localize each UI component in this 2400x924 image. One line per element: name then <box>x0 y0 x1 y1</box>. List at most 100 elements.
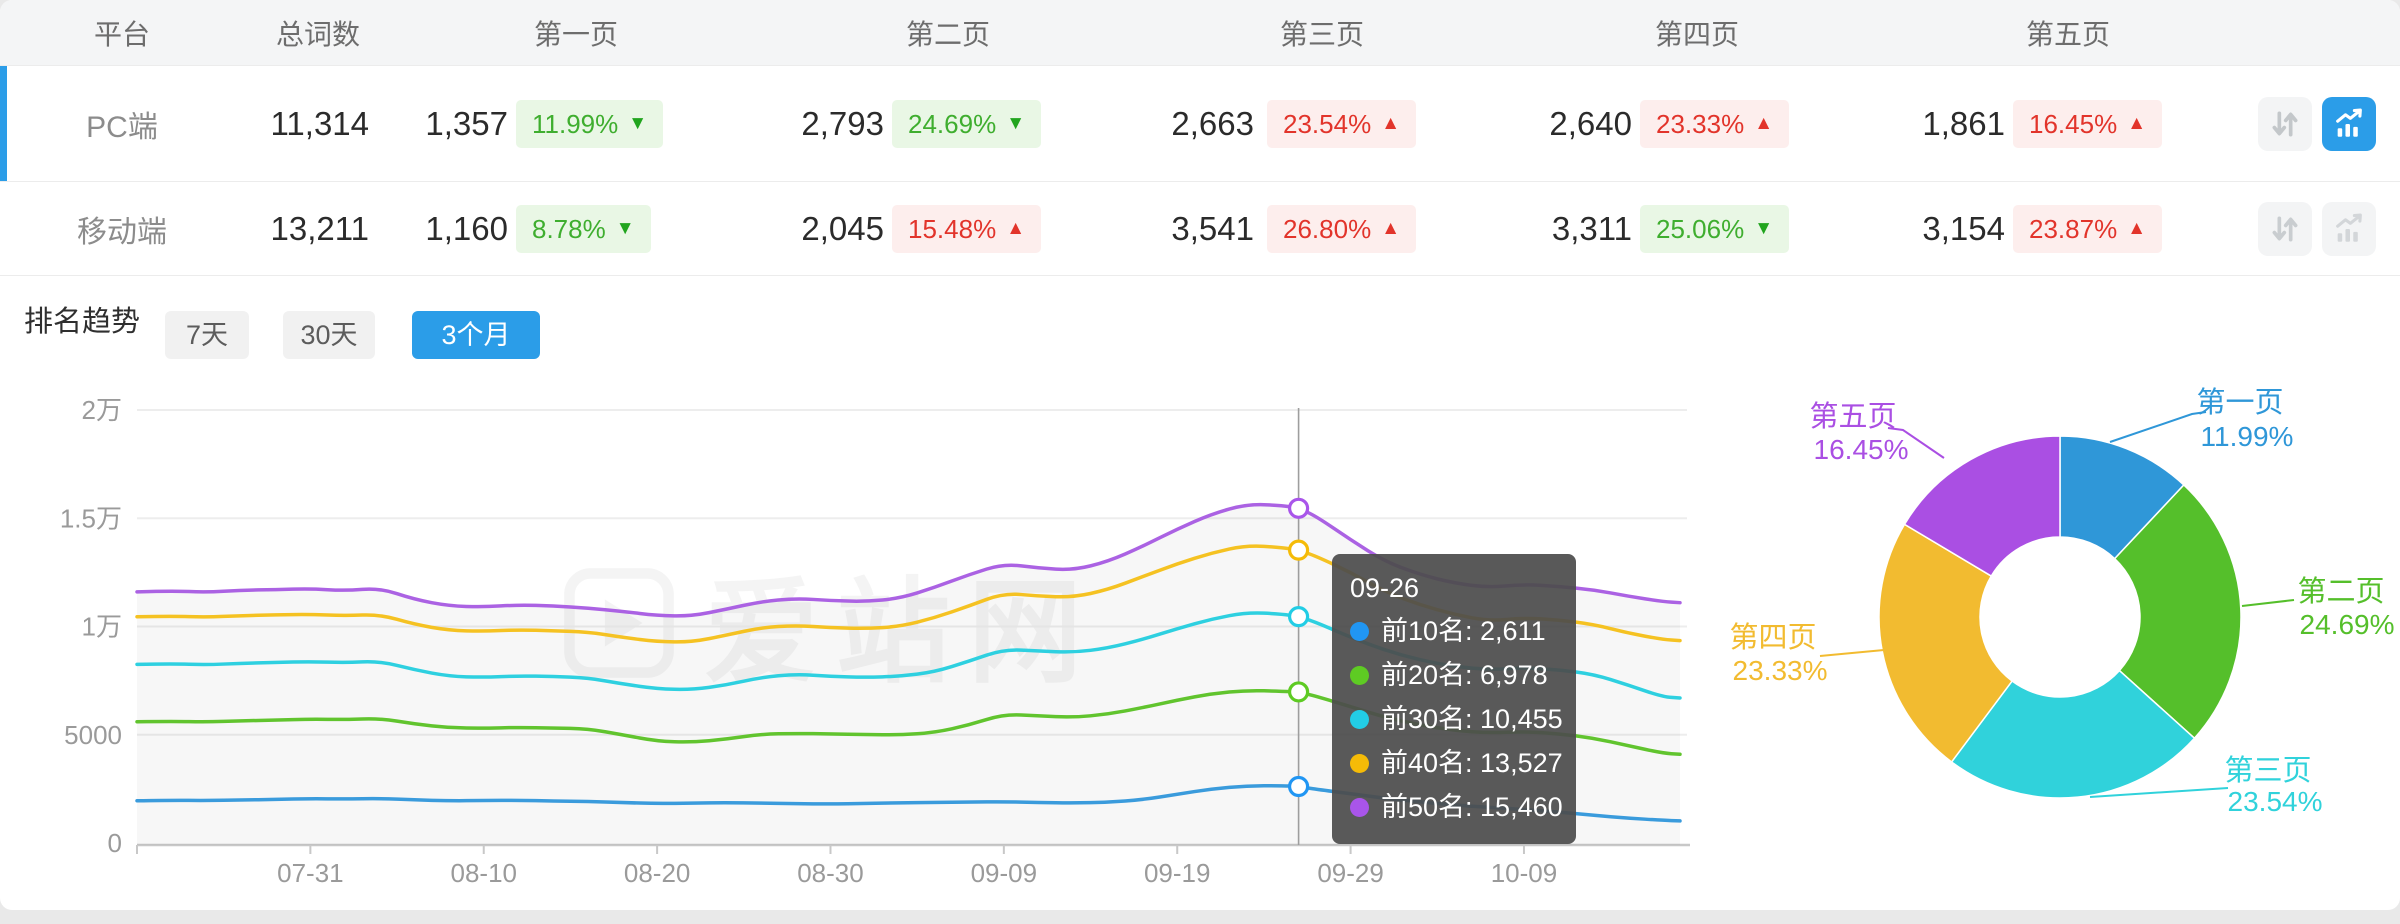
sort-arrows-icon <box>2272 216 2298 241</box>
col-header-platform: 平台 <box>93 18 151 50</box>
trend-section-header: 排名趋势 7天 30天 3个月 <box>0 277 2400 361</box>
hover-marker <box>1287 497 1310 519</box>
sort-button[interactable] <box>2258 96 2312 151</box>
page5-count: 1,861 <box>1922 104 2005 142</box>
y-axis-label: 1万 <box>82 612 122 642</box>
donut-label-line <box>1819 649 1885 657</box>
hover-marker <box>1287 606 1310 628</box>
x-axis-label: 07-31 <box>277 858 344 888</box>
trend-arrow-icon: ▲ <box>1381 217 1400 239</box>
trend-arrow-icon: ▲ <box>1006 217 1025 239</box>
donut-label-name: 第一页 <box>2196 386 2283 419</box>
page3-count: 3,541 <box>1171 209 1254 247</box>
col-header-page3: 第三页 <box>1279 18 1365 50</box>
donut-label-pct: 23.54% <box>2228 786 2323 817</box>
col-header-page5: 第五页 <box>2025 18 2111 50</box>
col-header-page4: 第四页 <box>1654 18 1740 50</box>
series-dot-icon <box>1350 753 1369 773</box>
selected-row-indicator <box>0 66 7 181</box>
page2-pct-badge: 24.69% ▼ <box>892 99 1041 148</box>
col-header-page1: 第一页 <box>533 18 619 50</box>
range-tab-30d[interactable]: 30天 <box>283 311 375 359</box>
page2-count: 2,793 <box>801 104 884 142</box>
col-header-total: 总词数 <box>275 18 361 50</box>
page1-pct-badge: 8.78% ▼ <box>516 204 651 253</box>
chart-icon <box>2336 108 2362 137</box>
chart-tooltip: 09-26 前10名: 2,611 前20名: 6,978 前30名: 10,4… <box>1332 554 1576 844</box>
table-header-row: 平台 总词数 第一页 第二页 第三页 第四页 第五页 <box>0 0 2400 66</box>
page4-count: 2,640 <box>1549 104 1632 142</box>
donut-label-name: 第四页 <box>1729 621 1816 654</box>
trend-arrow-icon: ▼ <box>1006 112 1025 134</box>
y-axis-label: 2万 <box>82 395 122 425</box>
trend-arrow-icon: ▼ <box>615 217 635 239</box>
y-axis-label: 1.5万 <box>60 503 122 533</box>
tooltip-item: 前30名: 10,455 <box>1350 697 1563 741</box>
trend-title: 排名趋势 <box>24 306 141 338</box>
donut-label-name: 第五页 <box>1809 400 1896 433</box>
x-axis-label: 09-29 <box>1317 858 1384 888</box>
sort-button[interactable] <box>2258 201 2312 256</box>
tooltip-item: 前10名: 2,611 <box>1350 609 1558 653</box>
donut-slice-第四页[interactable] <box>1878 523 2014 763</box>
chart-icon <box>2336 213 2362 242</box>
hover-marker <box>1287 539 1310 561</box>
donut-slice-第五页[interactable] <box>1903 435 2061 578</box>
x-axis-label: 09-09 <box>971 858 1038 888</box>
range-tab-3m[interactable]: 3个月 <box>412 311 540 359</box>
donut-label-pct: 16.45% <box>1814 434 1909 465</box>
series-dot-icon <box>1350 709 1369 729</box>
x-axis-label: 09-19 <box>1144 858 1211 888</box>
page1-count: 1,357 <box>425 104 508 142</box>
y-axis-label: 5000 <box>64 720 122 750</box>
donut-label-name: 第二页 <box>2297 575 2384 608</box>
table-row-pc[interactable]: PC端 11,314 1,357 11.99% ▼ 2,793 24.69% ▼ 2… <box>0 66 2400 182</box>
page1-count: 1,160 <box>425 209 508 247</box>
trend-arrow-icon: ▼ <box>1754 217 1773 239</box>
trend-arrow-icon: ▲ <box>1754 112 1773 134</box>
trend-chart-button[interactable] <box>2322 201 2376 256</box>
page3-pct-badge: 26.80% ▲ <box>1267 204 1416 253</box>
sort-arrows-icon <box>2272 111 2298 136</box>
page3-count: 2,663 <box>1171 104 1254 142</box>
donut-label-pct: 23.33% <box>1733 655 1828 686</box>
donut-label-pct: 11.99% <box>2201 421 2294 452</box>
series-dot-icon <box>1350 797 1369 817</box>
trend-arrow-icon: ▲ <box>2127 217 2146 239</box>
page3-pct-badge: 23.54% ▲ <box>1267 99 1416 148</box>
page5-pct-badge: 16.45% ▲ <box>2013 99 2162 148</box>
trend-chart-button[interactable] <box>2322 96 2376 151</box>
page1-pct-badge: 11.99% ▼ <box>516 99 664 148</box>
page4-pct-badge: 25.06% ▼ <box>1640 204 1789 253</box>
tooltip-item: 前20名: 6,978 <box>1350 653 1558 697</box>
page5-count: 3,154 <box>1922 209 2005 247</box>
series-dot-icon <box>1350 621 1369 641</box>
platform-label: 移动端 <box>77 215 167 249</box>
trend-arrow-icon: ▲ <box>1381 112 1400 134</box>
trend-arrow-icon: ▼ <box>628 112 648 134</box>
platform-label: PC端 <box>86 110 158 144</box>
total-words: 13,211 <box>270 209 369 247</box>
table-row-mobile[interactable]: 移动端 13,211 1,160 8.78% ▼ 2,045 15.48% ▲ 3,… <box>0 182 2400 276</box>
hover-marker <box>1287 681 1310 703</box>
tooltip-item: 前50名: 15,460 <box>1350 785 1563 829</box>
donut-label-name: 第三页 <box>2224 754 2311 787</box>
x-axis-label: 08-20 <box>624 858 691 888</box>
donut-label-pct: 24.69% <box>2300 609 2395 640</box>
hover-marker <box>1287 775 1310 798</box>
trend-arrow-icon: ▲ <box>2127 112 2146 134</box>
tooltip-item: 前40名: 13,527 <box>1350 741 1563 785</box>
tooltip-date: 09-26 <box>1350 573 1420 603</box>
range-tab-7d[interactable]: 7天 <box>165 311 249 359</box>
page4-count: 3,311 <box>1551 209 1632 247</box>
x-axis-label: 08-30 <box>797 858 864 888</box>
donut-slice-第二页[interactable] <box>2113 483 2242 740</box>
col-header-page2: 第二页 <box>905 18 991 50</box>
donut-slice-第三页[interactable] <box>1950 669 2196 799</box>
x-axis-label: 08-10 <box>450 858 517 888</box>
donut-label-line <box>2241 599 2295 607</box>
series-dot-icon <box>1350 665 1369 685</box>
x-axis-label: 10-09 <box>1491 858 1558 888</box>
